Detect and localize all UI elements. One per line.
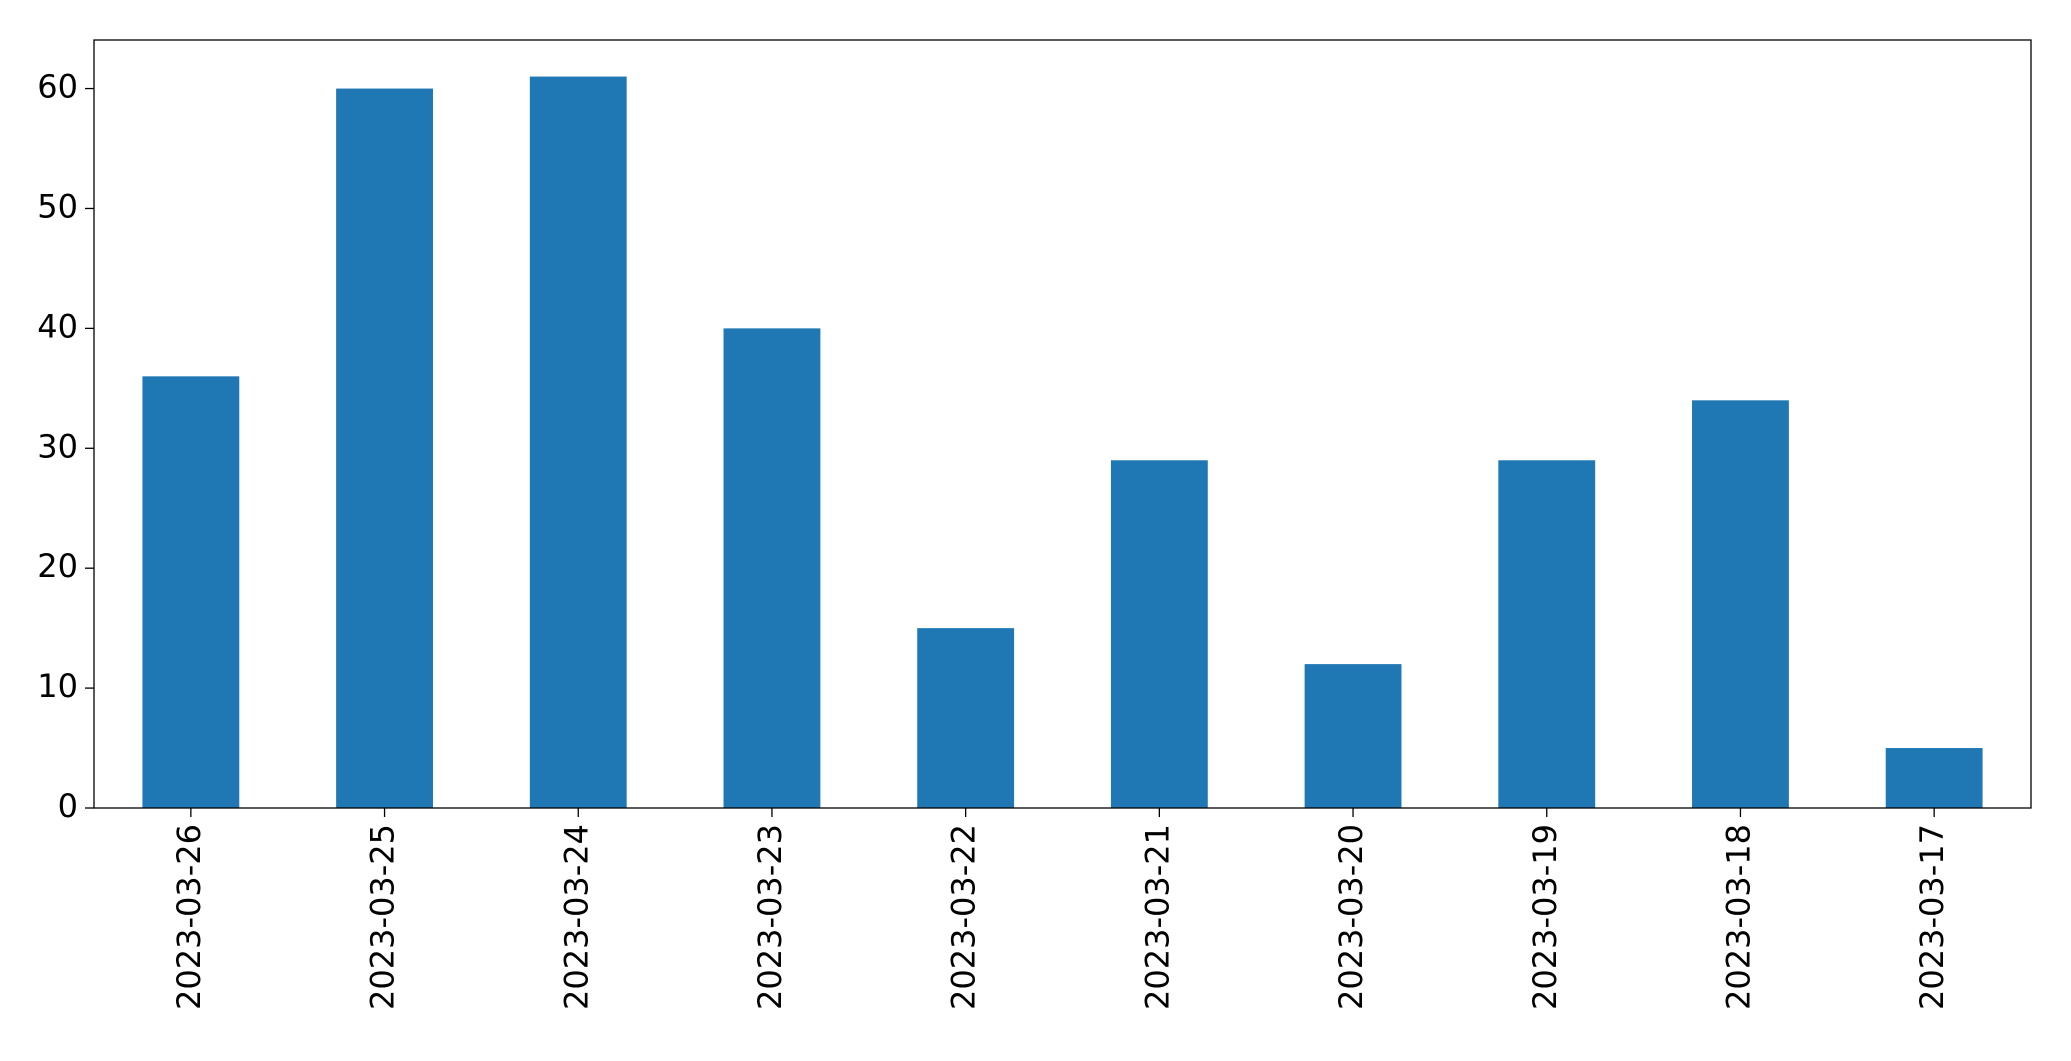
- x-tick-label: 2023-03-25: [364, 824, 402, 1010]
- y-tick-label: 30: [37, 427, 78, 465]
- x-tick-label: 2023-03-17: [1913, 824, 1951, 1010]
- x-tick-label: 2023-03-24: [557, 824, 595, 1010]
- bar: [529, 76, 627, 809]
- y-tick-label: 10: [37, 667, 78, 705]
- y-tick-label: 50: [37, 187, 78, 225]
- x-tick-label: 2023-03-26: [170, 824, 208, 1010]
- bar: [1304, 664, 1402, 808]
- x-tick-label: 2023-03-18: [1719, 824, 1757, 1010]
- bar: [917, 628, 1015, 808]
- bar: [1885, 748, 1983, 808]
- x-tick-label: 2023-03-20: [1332, 824, 1370, 1010]
- x-tick-label: 2023-03-19: [1526, 824, 1564, 1010]
- bar: [1692, 400, 1789, 808]
- bar: [1498, 460, 1596, 808]
- bar: [723, 328, 821, 808]
- x-tick-label: 2023-03-21: [1138, 824, 1176, 1010]
- plot-frame: [93, 39, 2032, 809]
- bar: [1110, 460, 1208, 808]
- y-tick-label: 60: [37, 68, 78, 106]
- bar: [336, 88, 433, 808]
- x-tick-label: 2023-03-22: [945, 824, 983, 1010]
- y-tick-label: 20: [37, 547, 78, 585]
- x-tick-label: 2023-03-23: [751, 824, 789, 1010]
- bar: [142, 376, 240, 808]
- y-tick-label: 0: [58, 787, 78, 825]
- y-tick-label: 40: [37, 307, 78, 345]
